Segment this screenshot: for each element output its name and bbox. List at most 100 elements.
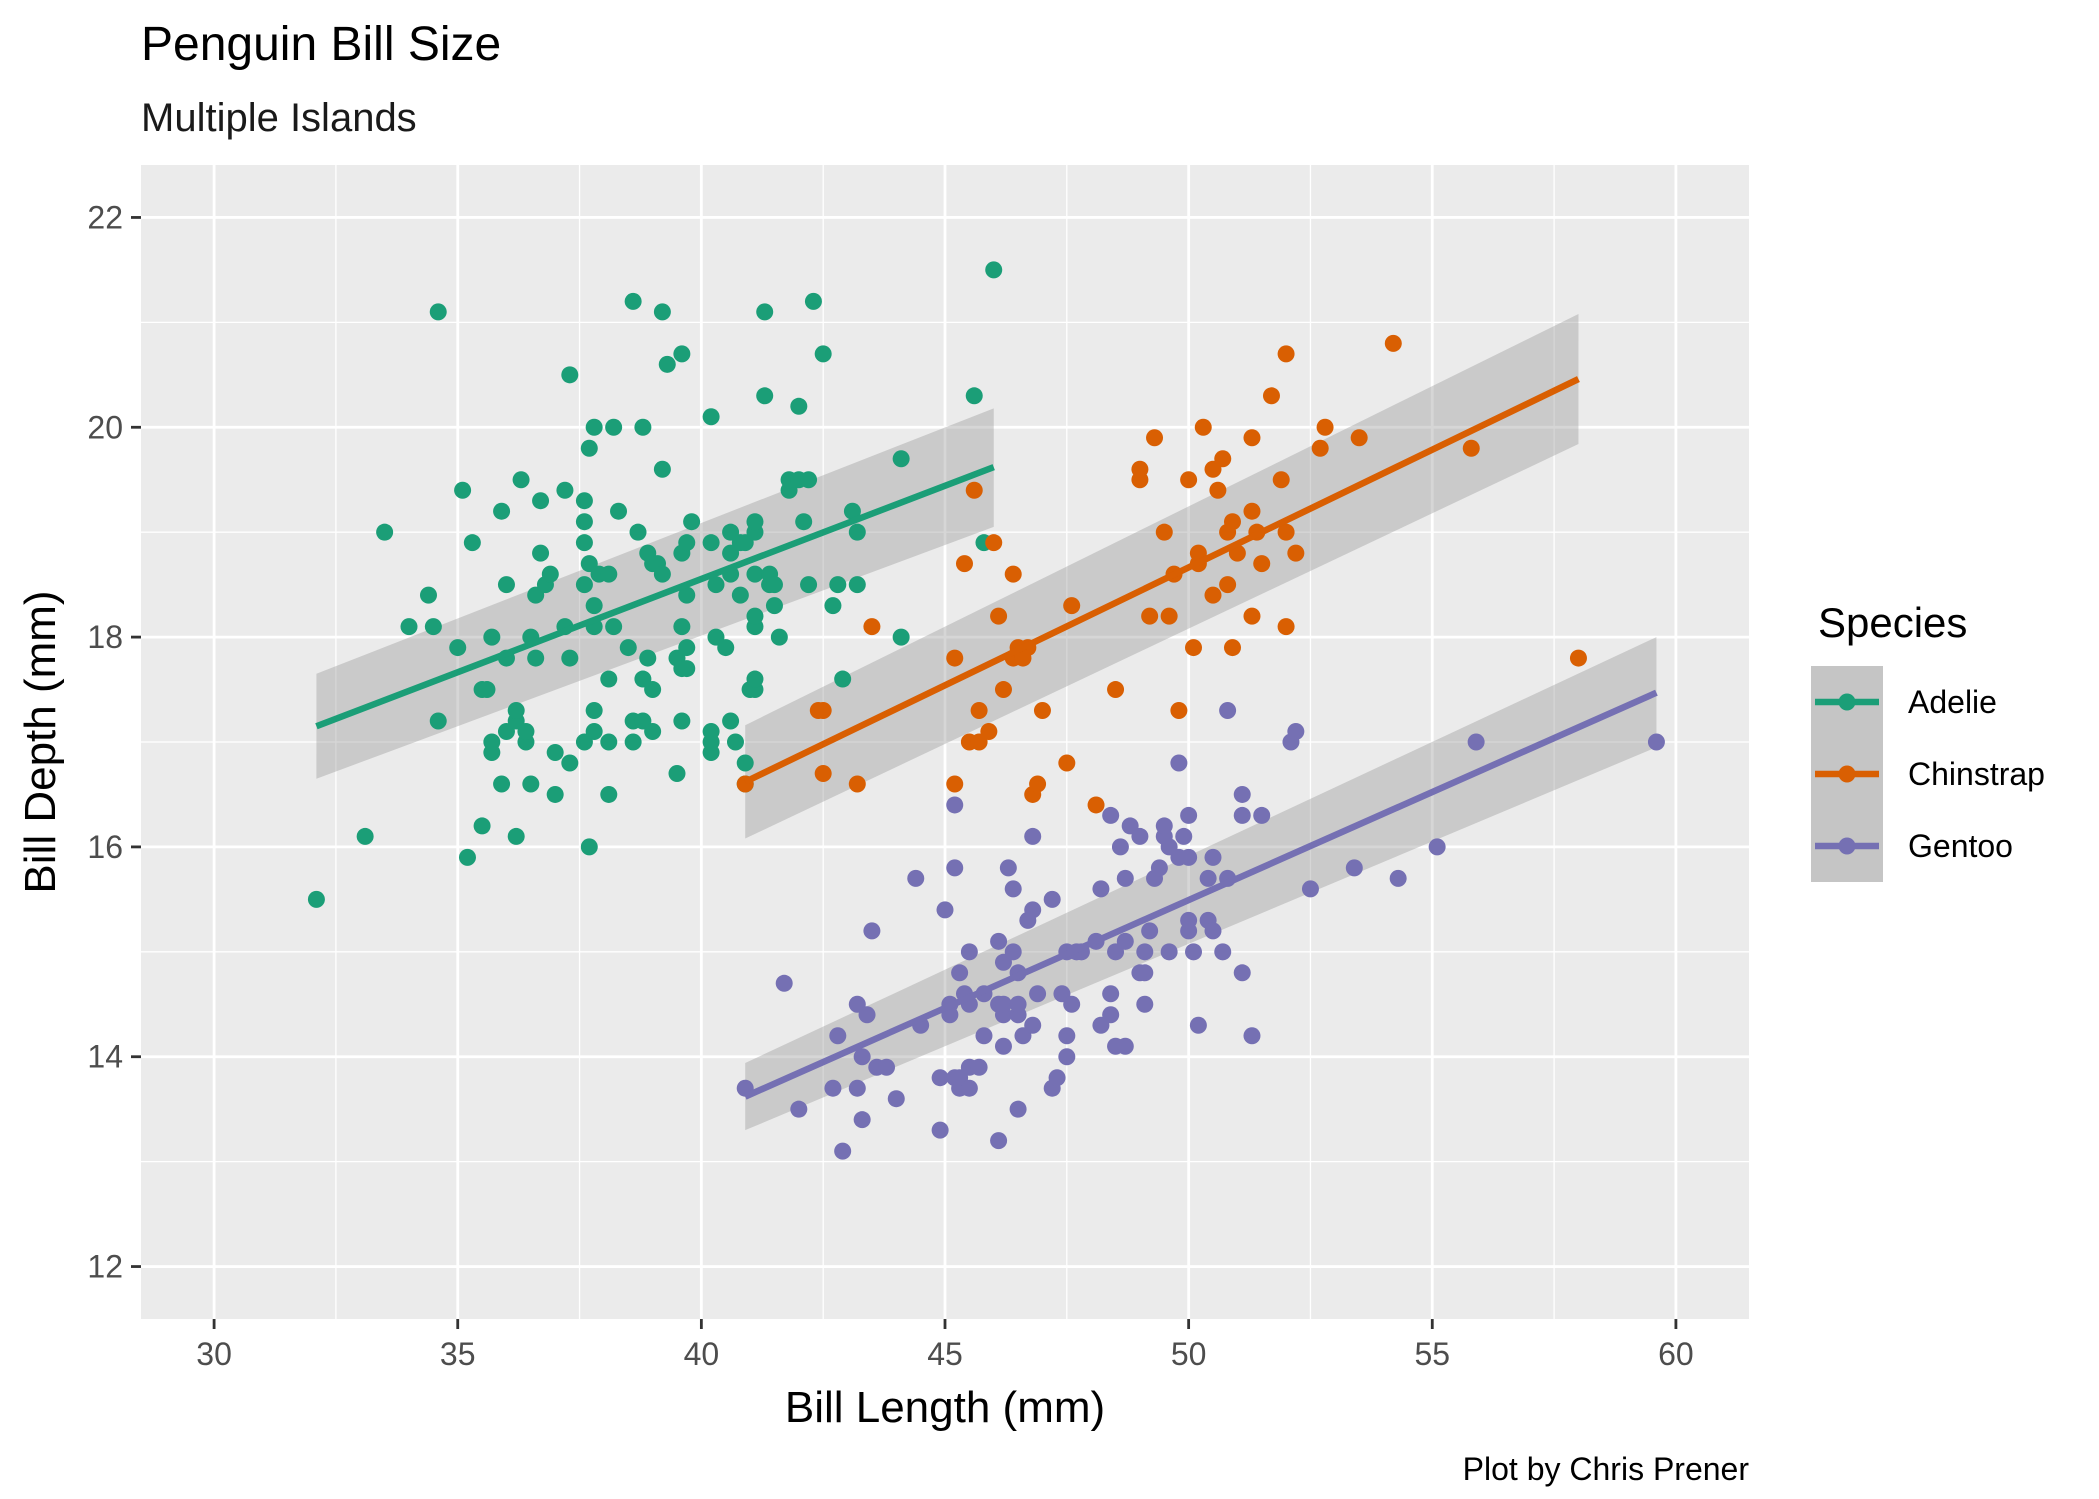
data-point: [1180, 806, 1198, 824]
data-point: [1107, 681, 1125, 699]
x-tick-label: 50: [1171, 1336, 1207, 1372]
data-point: [1219, 576, 1237, 594]
data-point: [965, 481, 983, 499]
data-point: [834, 1142, 852, 1160]
data-point: [424, 618, 442, 636]
data-point: [858, 1006, 876, 1024]
data-point: [931, 1121, 949, 1139]
data-point: [1209, 481, 1227, 499]
data-point: [624, 292, 642, 310]
data-point: [1160, 943, 1178, 961]
data-point: [580, 439, 598, 457]
grid-major: [141, 165, 1749, 1319]
data-point: [1180, 471, 1198, 489]
data-point: [1043, 890, 1061, 908]
data-point: [775, 974, 793, 992]
data-point: [960, 943, 978, 961]
legend-key-point: [1838, 837, 1856, 855]
data-point: [814, 345, 832, 363]
data-point: [1131, 827, 1149, 845]
data-point: [1219, 702, 1237, 720]
data-point: [1024, 827, 1042, 845]
data-point: [512, 471, 530, 489]
legend-label: Adelie: [1908, 684, 1997, 720]
data-point: [561, 366, 579, 384]
data-point: [449, 639, 467, 657]
data-point: [1102, 1006, 1120, 1024]
data-point: [546, 785, 564, 803]
data-point: [429, 303, 447, 321]
data-point: [848, 523, 866, 541]
data-point: [999, 859, 1017, 877]
data-point: [1160, 607, 1178, 625]
data-point: [746, 607, 764, 625]
data-point: [1233, 806, 1251, 824]
data-point: [1092, 880, 1110, 898]
data-point: [575, 534, 593, 552]
data-point: [1146, 429, 1164, 447]
data-point: [605, 418, 623, 436]
data-point: [478, 681, 496, 699]
data-point: [605, 618, 623, 636]
data-point: [1467, 733, 1485, 751]
data-point: [990, 932, 1008, 950]
data-point: [1175, 827, 1193, 845]
data-point: [746, 513, 764, 531]
legend-key-point: [1838, 765, 1856, 783]
data-point: [1155, 523, 1173, 541]
data-point: [717, 639, 735, 657]
data-point: [1428, 838, 1446, 856]
data-point: [1009, 1100, 1027, 1118]
data-point: [678, 639, 696, 657]
data-point: [848, 1079, 866, 1097]
data-point: [1189, 1016, 1207, 1034]
data-point: [848, 576, 866, 594]
data-point: [517, 723, 535, 741]
data-point: [575, 513, 593, 531]
y-tick-label: 20: [87, 409, 123, 445]
data-point: [644, 681, 662, 699]
data-point: [1063, 995, 1081, 1013]
data-point: [1287, 544, 1305, 562]
data-point: [1204, 848, 1222, 866]
chart-subtitle: Multiple Islands: [141, 96, 417, 140]
data-point: [731, 586, 749, 604]
data-point: [946, 859, 964, 877]
data-point: [892, 450, 910, 468]
data-point: [1024, 901, 1042, 919]
data-points: [307, 261, 1665, 1160]
data-point: [1033, 702, 1051, 720]
data-point: [1136, 964, 1154, 982]
data-point: [463, 534, 481, 552]
data-point: [1316, 418, 1334, 436]
data-point: [644, 723, 662, 741]
data-point: [419, 586, 437, 604]
data-point: [1199, 869, 1217, 887]
data-point: [1131, 460, 1149, 478]
data-point: [878, 1058, 896, 1076]
data-point: [1058, 1048, 1076, 1066]
x-tick-label: 55: [1414, 1336, 1450, 1372]
data-point: [624, 733, 642, 751]
data-point: [541, 565, 559, 583]
data-point: [1141, 922, 1159, 940]
data-point: [1253, 806, 1271, 824]
x-tick-label: 45: [927, 1336, 963, 1372]
data-point: [673, 618, 691, 636]
data-point: [458, 848, 476, 866]
data-point: [483, 733, 501, 751]
data-point: [507, 702, 525, 720]
y-axis-label: Bill Depth (mm): [16, 590, 65, 893]
data-point: [975, 1027, 993, 1045]
data-point: [980, 723, 998, 741]
data-point: [585, 702, 603, 720]
data-point: [990, 1132, 1008, 1150]
data-point: [814, 764, 832, 782]
data-point: [746, 565, 764, 583]
data-point: [1223, 513, 1241, 531]
data-point: [473, 817, 491, 835]
data-point: [546, 743, 564, 761]
data-point: [1058, 754, 1076, 772]
data-point: [1233, 785, 1251, 803]
